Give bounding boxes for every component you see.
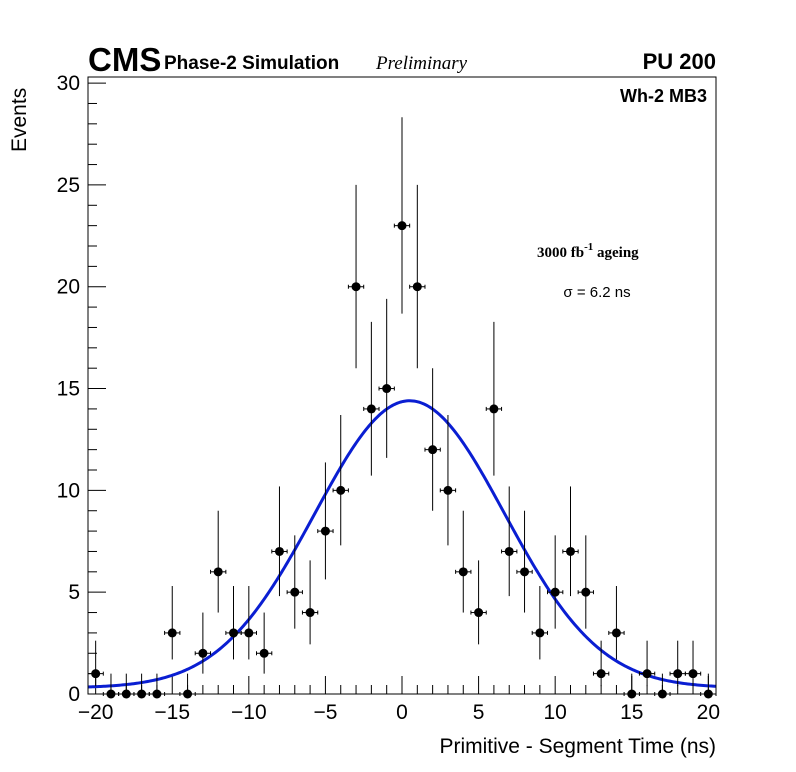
x-tick-label: 0 [396, 701, 408, 724]
data-marker [504, 546, 514, 556]
data-marker [474, 608, 484, 618]
data-marker [366, 404, 376, 414]
data-marker [688, 669, 698, 679]
plot-frame [87, 76, 717, 695]
data-marker [581, 587, 591, 597]
data-marker [520, 567, 530, 577]
y-tick-label: 25 [57, 174, 80, 197]
data-point [271, 486, 288, 597]
data-marker [458, 567, 468, 577]
data-point [485, 321, 503, 476]
data-marker [229, 628, 239, 638]
data-point [332, 414, 349, 546]
data-point [592, 640, 610, 687]
x-tick-label: −15 [154, 701, 190, 724]
data-point [378, 298, 395, 458]
data-point [240, 586, 257, 660]
data-marker [443, 485, 453, 495]
data-marker [489, 404, 499, 414]
data-marker [274, 546, 284, 556]
ageing-suffix: ageing [593, 245, 639, 261]
ageing-label: 3000 fb-1 ageing [537, 241, 639, 261]
data-point [194, 612, 212, 674]
data-point [317, 462, 334, 580]
data-point [255, 612, 273, 674]
data-point [210, 510, 227, 613]
x-tick-label: 20 [697, 701, 720, 724]
gaussian-fit-curve [87, 399, 717, 689]
y-tick-label: 20 [57, 276, 80, 299]
data-point [638, 640, 656, 687]
data-marker [290, 587, 300, 597]
data-marker [305, 608, 315, 618]
x-tick-label: 10 [543, 701, 566, 724]
data-marker [213, 567, 223, 577]
data-marker [336, 485, 346, 495]
x-tick-label: 5 [473, 701, 485, 724]
ageing-exponent: -1 [584, 241, 593, 253]
data-point [577, 535, 594, 629]
y-tick-label: 5 [68, 581, 80, 604]
data-marker [244, 628, 254, 638]
subtitle-label: Phase-2 Simulation [164, 53, 339, 74]
data-marker [550, 587, 560, 597]
status-label: Preliminary [375, 53, 468, 74]
data-point [684, 640, 702, 687]
x-tick-label: −20 [78, 701, 114, 724]
data-point [547, 535, 564, 629]
y-tick-label: 15 [57, 378, 80, 401]
pileup-label: PU 200 [643, 49, 716, 74]
data-marker [673, 669, 683, 679]
data-point [516, 510, 533, 613]
x-tick-label: 15 [620, 701, 643, 724]
data-point [562, 486, 579, 597]
data-point [470, 560, 487, 645]
data-marker [320, 526, 330, 536]
fit-curve-layer [87, 399, 717, 689]
data-marker [259, 648, 269, 658]
tick-labels: −20 −15 −10 −5 0 5 10 15 20 0 5 10 15 20 25 30 [57, 72, 720, 724]
x-tick-label: −10 [231, 701, 267, 724]
data-marker [642, 669, 652, 679]
data-point [424, 368, 441, 511]
data-point [393, 117, 411, 314]
data-point [286, 535, 303, 629]
data-marker [428, 445, 438, 455]
data-marker [198, 648, 208, 658]
data-points-layer [87, 117, 717, 699]
data-marker [397, 221, 407, 231]
data-point [531, 586, 549, 660]
data-point [455, 510, 472, 613]
sigma-label: σ = 6.2 ns [563, 284, 630, 301]
ageing-prefix: 3000 fb [537, 245, 584, 261]
data-marker [382, 384, 392, 394]
x-axis-title: Primitive - Segment Time (ns) [439, 735, 716, 758]
x-tick-label: −5 [313, 701, 337, 724]
data-point [347, 184, 365, 369]
data-point [669, 640, 686, 687]
experiment-label: CMS [88, 41, 161, 78]
y-axis-title: Events [8, 88, 31, 152]
data-marker [351, 282, 361, 292]
y-tick-label: 10 [57, 479, 80, 502]
data-marker [596, 669, 606, 679]
data-point [363, 321, 380, 476]
data-marker [91, 669, 101, 679]
data-marker [565, 546, 575, 556]
data-marker [412, 282, 422, 292]
data-point [301, 560, 319, 645]
data-marker [535, 628, 545, 638]
data-marker [611, 628, 621, 638]
chamber-label: Wh-2 MB3 [620, 86, 707, 106]
y-tick-label: 30 [57, 72, 80, 95]
data-marker [167, 628, 177, 638]
data-point [608, 586, 625, 660]
data-point [439, 414, 457, 546]
y-tick-label: 0 [68, 683, 80, 706]
data-point [409, 184, 426, 369]
data-point [164, 586, 181, 660]
data-point [501, 486, 518, 597]
